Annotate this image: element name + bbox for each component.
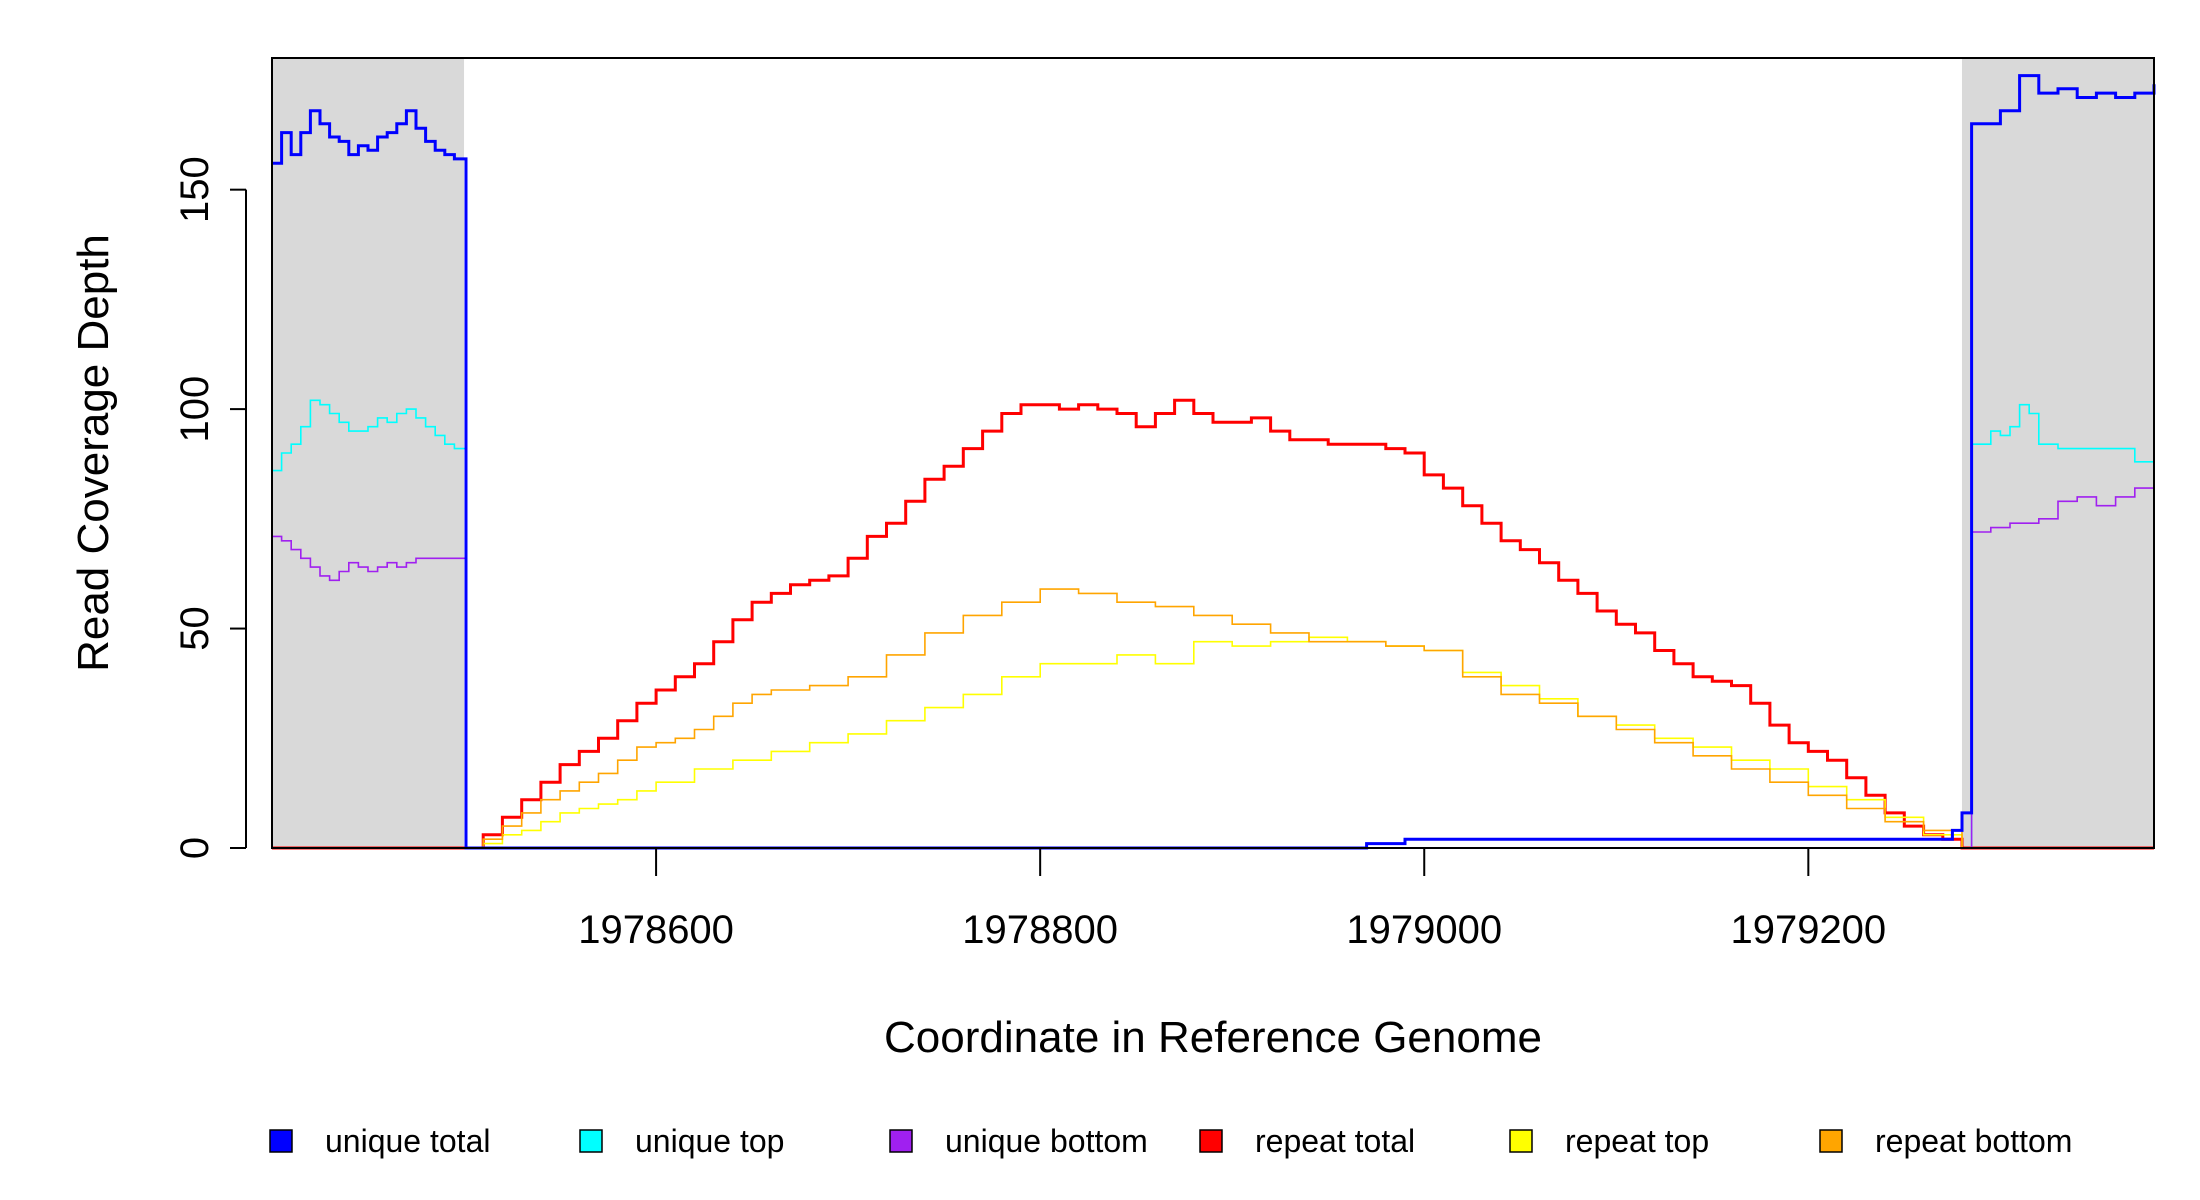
y-tick-label: 150: [173, 156, 217, 223]
series-line-repeat-total: [272, 398, 2154, 850]
legend-label-unique-top: unique top: [635, 1123, 784, 1159]
series-line-repeat-top: [272, 636, 2154, 849]
x-tick-label: 1978800: [962, 908, 1118, 952]
series-line-unique-bottom: [272, 479, 2155, 849]
series-lines: [272, 74, 2156, 850]
x-tick-label: 1978600: [578, 908, 734, 952]
legend-label-repeat-total: repeat total: [1255, 1123, 1415, 1159]
legend-label-unique-total: unique total: [325, 1123, 490, 1159]
legend-swatch-repeat-bottom: [1819, 1129, 1843, 1153]
y-tick-label: 100: [173, 376, 217, 443]
legend-swatch-unique-total: [269, 1129, 293, 1153]
shaded-regions: [272, 58, 2154, 848]
y-axis-title: Read Coverage Depth: [69, 234, 118, 672]
plot-frame: [271, 57, 2155, 849]
x-axis-title: Coordinate in Reference Genome: [884, 1013, 1542, 1062]
shaded-region-0: [272, 58, 465, 848]
legend-label-repeat-bottom: repeat bottom: [1875, 1123, 2072, 1159]
legend-swatch-repeat-total: [1199, 1129, 1223, 1153]
legend-swatch-repeat-top: [1509, 1129, 1533, 1153]
series-line-unique-top: [272, 399, 2155, 849]
legend-label-unique-bottom: unique bottom: [945, 1123, 1148, 1159]
x-tick-label: 1979200: [1730, 908, 1886, 952]
shaded-region-1: [1961, 58, 2154, 848]
y-axis: 0 50 100 150: [173, 156, 247, 859]
y-tick-label: 0: [173, 837, 217, 859]
legend-label-repeat-top: repeat top: [1565, 1123, 1709, 1159]
series-line-repeat-bottom: [272, 588, 2154, 849]
x-tick-label: 1979000: [1346, 908, 1502, 952]
legend: unique total unique top unique bottom repea…: [269, 1123, 2072, 1159]
legend-swatch-unique-top: [579, 1129, 603, 1153]
y-tick-label: 50: [173, 606, 217, 651]
x-axis: 1978600 1978800 1979000 1979200: [578, 847, 1886, 952]
series-line-unique-total: [272, 74, 2156, 850]
legend-swatch-unique-bottom: [889, 1129, 913, 1153]
